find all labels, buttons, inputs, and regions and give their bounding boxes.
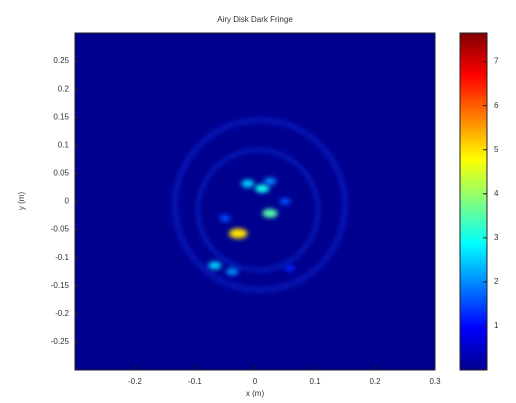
x-tick-label: 0.2 <box>369 377 381 386</box>
spot <box>284 264 296 272</box>
spot <box>262 208 278 218</box>
x-tick-label: 0 <box>253 377 258 386</box>
colorbar-tick-label: 2 <box>494 277 499 286</box>
rings <box>172 117 348 293</box>
y-tick-label: -0.25 <box>51 337 70 346</box>
colorbar-tick-label: 5 <box>494 145 499 154</box>
spot <box>255 184 270 193</box>
colorbar-tick-label: 4 <box>494 189 499 198</box>
colorbar <box>459 32 488 371</box>
y-axis-label: y (m) <box>17 192 26 211</box>
colorbar-tick-label: 1 <box>494 321 499 330</box>
y-tick-label: 0.1 <box>58 140 70 149</box>
chart-title: Airy Disk Dark Fringe <box>217 15 293 24</box>
y-tick-label: -0.05 <box>51 225 70 234</box>
colorbar-tick-label: 6 <box>494 101 499 110</box>
y-tick-label: -0.1 <box>55 253 69 262</box>
plot-area <box>75 33 435 370</box>
spot <box>228 228 248 239</box>
spot <box>241 179 255 188</box>
colorbar-tick-label: 3 <box>494 233 499 242</box>
y-tick-label: 0.25 <box>53 56 69 65</box>
colorbar-tick-label: 7 <box>494 57 499 66</box>
x-tick-label: -0.2 <box>128 377 142 386</box>
y-tick-label: 0.05 <box>53 169 69 178</box>
spot <box>219 214 231 222</box>
y-tick-label: -0.15 <box>51 281 70 290</box>
spots <box>208 177 296 276</box>
spot <box>279 197 291 206</box>
spot <box>226 267 239 276</box>
spot <box>263 177 277 186</box>
y-tick-label: 0.15 <box>53 112 69 121</box>
x-tick-label: 0.1 <box>309 377 321 386</box>
x-tick-label: -0.1 <box>188 377 202 386</box>
y-tick-label: -0.2 <box>55 309 69 318</box>
y-tick-label: 0.2 <box>58 84 70 93</box>
x-axis-label: x (m) <box>246 389 265 398</box>
spot <box>208 261 222 270</box>
x-tick-label: 0.3 <box>429 377 441 386</box>
y-tick-label: 0 <box>65 197 70 206</box>
